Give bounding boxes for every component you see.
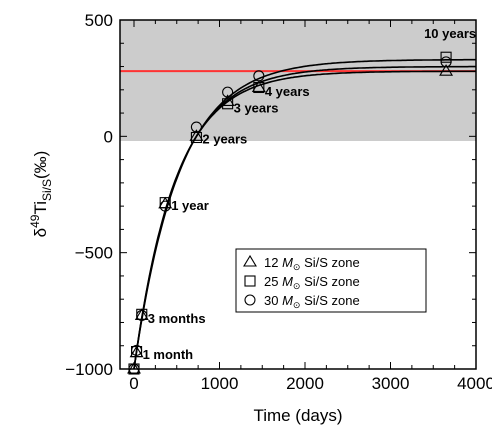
x-tick-label: 2000 bbox=[286, 374, 324, 393]
legend-marker-triangle bbox=[243, 254, 257, 267]
annotation-label: 2 years bbox=[202, 132, 247, 147]
model-curve-3 bbox=[133, 58, 476, 369]
x-tick-label: 4000 bbox=[457, 374, 492, 393]
data-point-circle bbox=[159, 200, 171, 212]
data-point-triangle bbox=[251, 80, 266, 93]
annotation-label: 3 years bbox=[234, 100, 279, 115]
data-point-triangle bbox=[439, 64, 454, 76]
data-point-circle bbox=[253, 70, 265, 82]
annotation-label: 1 month bbox=[143, 347, 194, 362]
annotation-label: 4 years bbox=[265, 84, 310, 99]
x-axis-label: Time (days) bbox=[253, 406, 342, 425]
plot-frame bbox=[119, 19, 477, 370]
y-axis-label: δ49TiSi/S(‰) bbox=[28, 151, 54, 238]
data-point-triangle bbox=[220, 94, 235, 106]
data-point-circle bbox=[222, 86, 234, 98]
data-point-square bbox=[253, 81, 265, 94]
x-tick-label: 0 bbox=[129, 374, 138, 393]
legend-label: 30 M⊙ Si/S zone bbox=[264, 293, 360, 310]
y-tick-label: −500 bbox=[75, 244, 113, 263]
legend-label: 25 M⊙ Si/S zone bbox=[264, 274, 360, 291]
axis-ticks bbox=[120, 19, 477, 370]
annotation-label: 10 years bbox=[424, 26, 476, 41]
y-tick-label: 0 bbox=[104, 127, 113, 146]
data-point-circle bbox=[131, 344, 143, 356]
x-tick-labels: 0 1000 2000 3000 4000 bbox=[129, 374, 492, 393]
annotation-label: 1 year bbox=[171, 198, 209, 213]
data-point-triangle bbox=[189, 129, 204, 141]
data-point-circle bbox=[190, 121, 202, 133]
legend: 12 M⊙ Si/S zone 25 M⊙ Si/S zone 30 M⊙ Si/S… bbox=[235, 248, 427, 313]
y-tick-label: 500 bbox=[85, 11, 113, 30]
data-point-square bbox=[222, 98, 234, 110]
legend-box bbox=[235, 248, 427, 313]
data-point-circle bbox=[136, 309, 148, 322]
data-point-square bbox=[159, 197, 171, 209]
shaded-region bbox=[120, 20, 476, 141]
model-curves bbox=[133, 58, 476, 369]
legend-label: 12 M⊙ Si/S zone bbox=[264, 255, 360, 272]
legend-marker-circle bbox=[244, 294, 256, 306]
data-point-triangle bbox=[127, 361, 141, 374]
data-point-circle bbox=[440, 56, 452, 68]
y-tick-labels: −1000 −500 0 500 bbox=[65, 11, 113, 379]
data-point-square bbox=[440, 51, 452, 63]
legend-marker-square bbox=[244, 275, 256, 287]
y-tick-label: −1000 bbox=[65, 360, 113, 379]
annotation-label: 3 months bbox=[148, 311, 206, 326]
x-tick-label: 1000 bbox=[201, 374, 239, 393]
x-tick-label: 3000 bbox=[372, 374, 410, 393]
